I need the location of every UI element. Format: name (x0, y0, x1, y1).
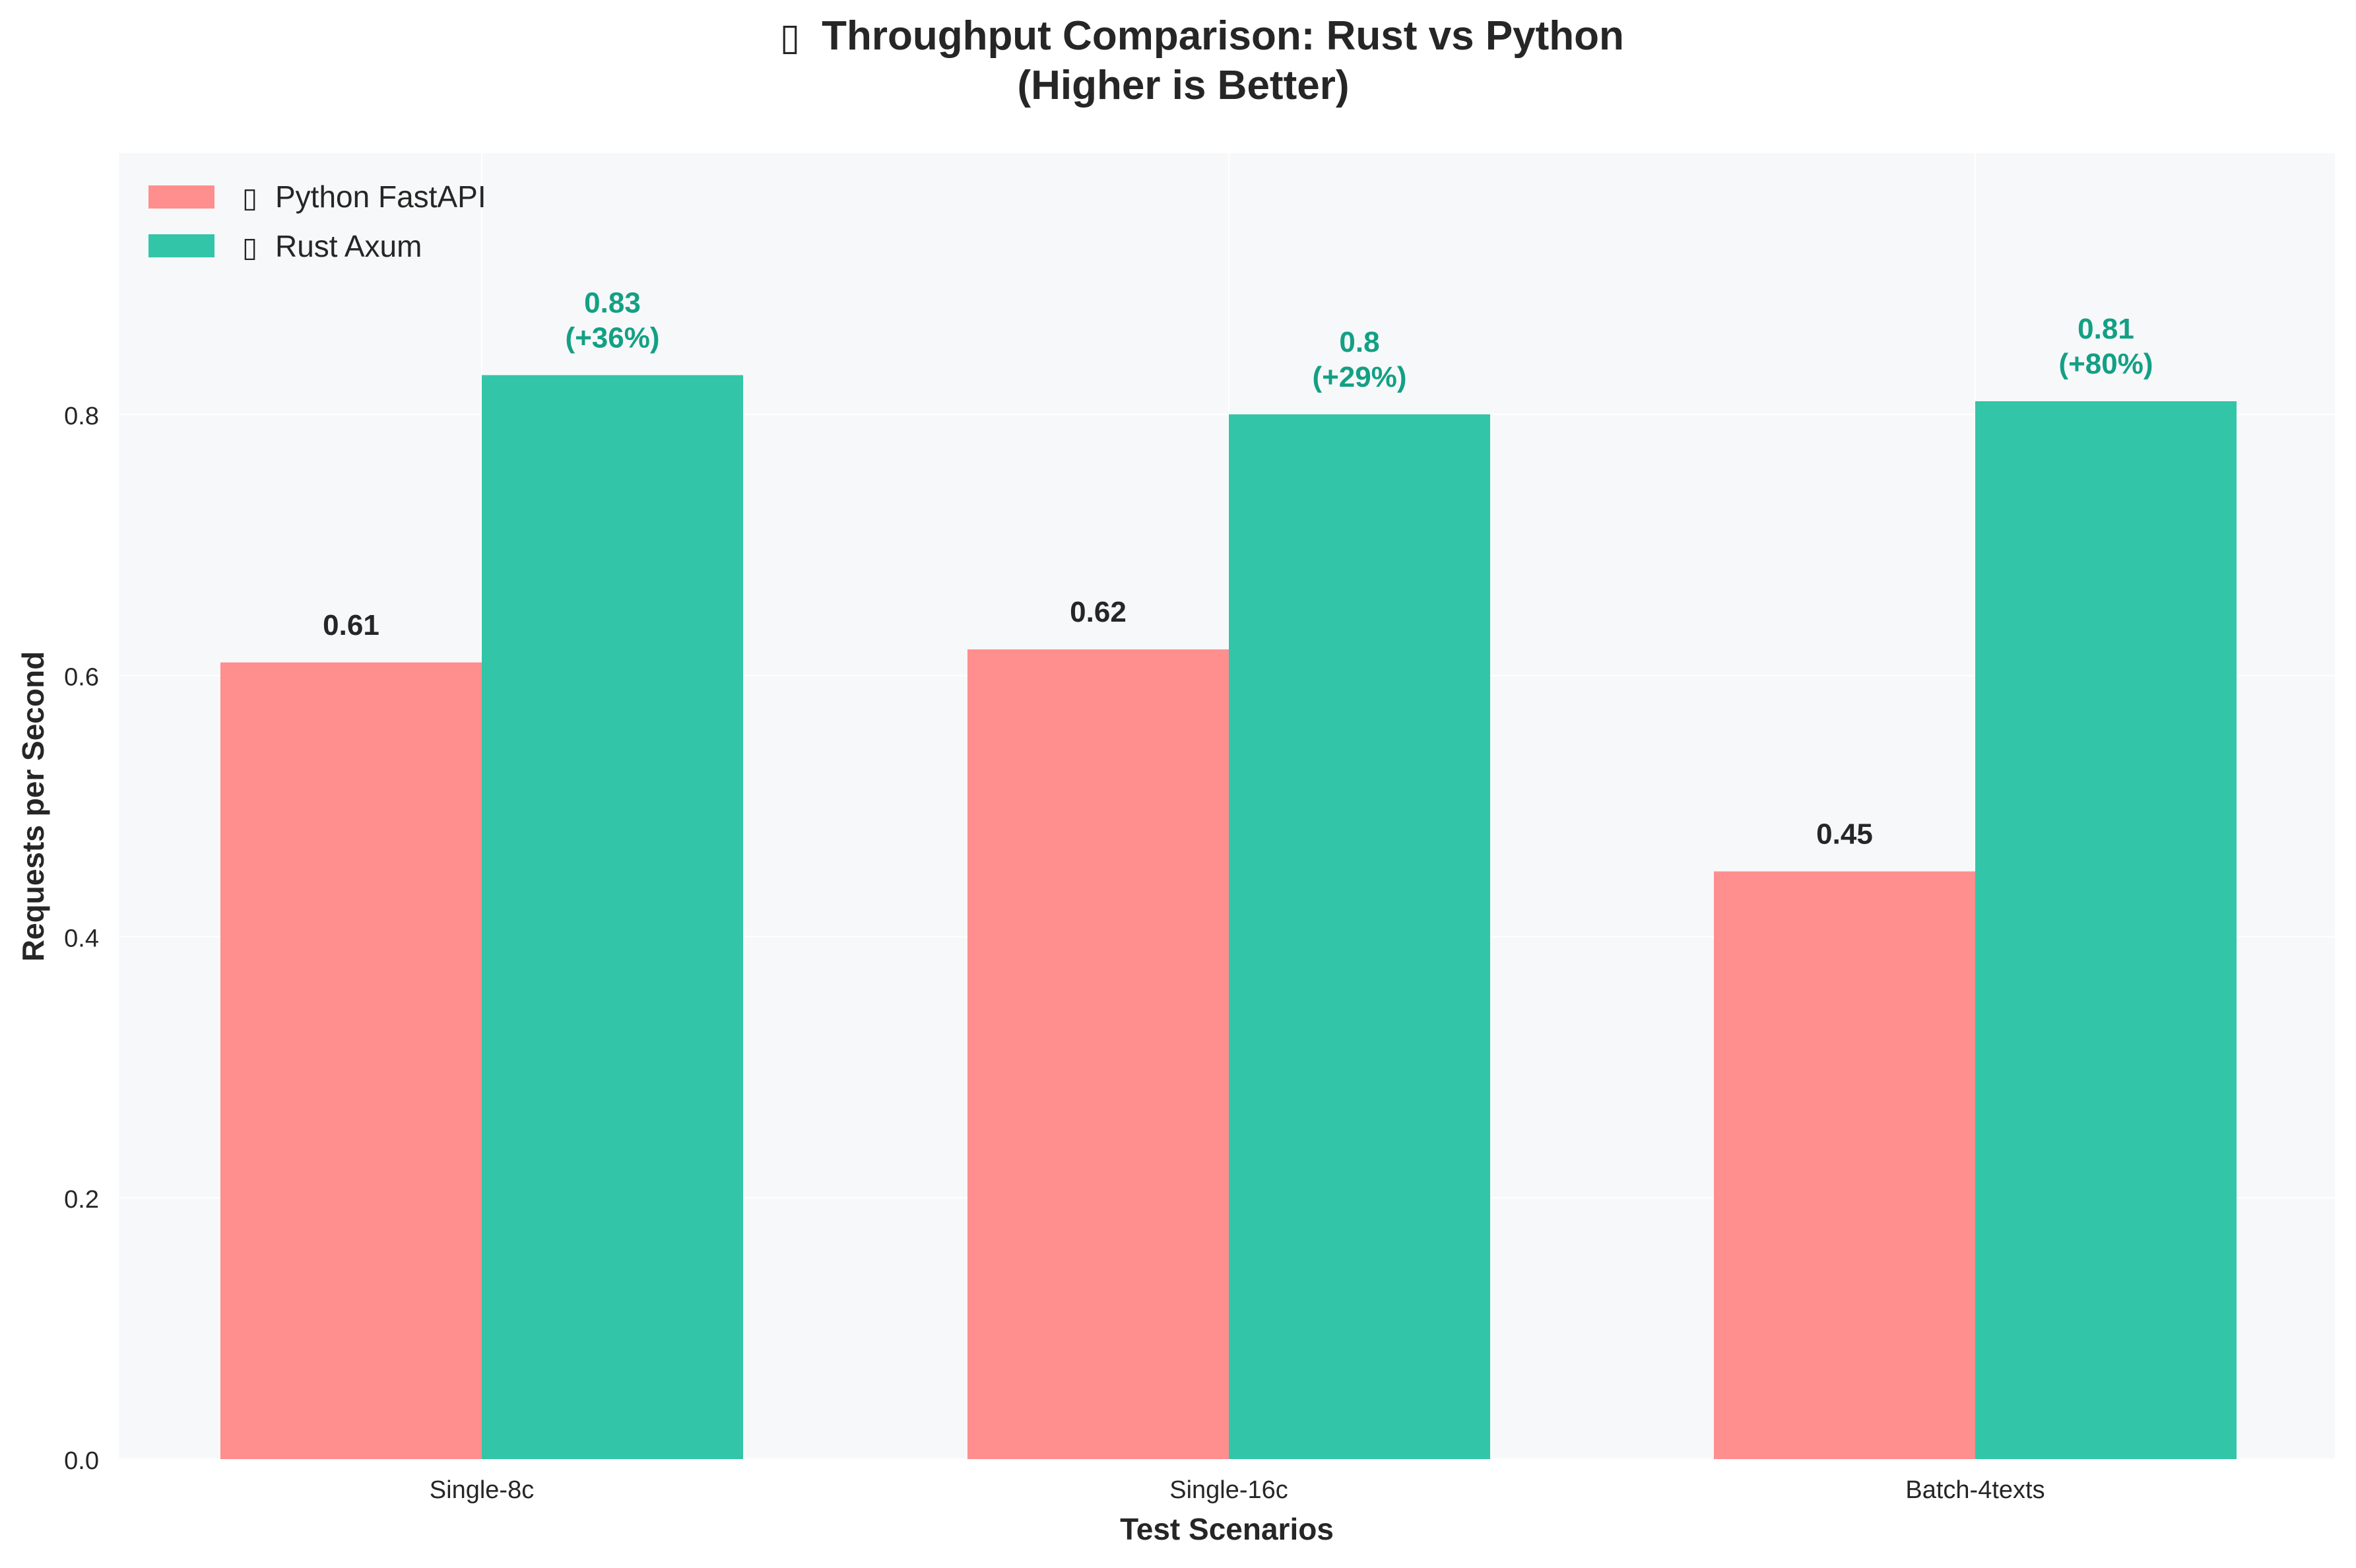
data-sublabel-rust-0: (+36%) (565, 321, 659, 354)
data-label-python-1: 0.62 (1070, 596, 1127, 628)
bar-python-1 (967, 649, 1229, 1459)
bar-python-2 (1714, 871, 1975, 1459)
bar-rust-2 (1975, 401, 2237, 1459)
rust-icon: ▯ (242, 232, 257, 263)
title-icon: ▯ (780, 16, 801, 57)
python-icon: ▯ (242, 182, 257, 213)
legend-swatch-python (148, 185, 214, 209)
data-label-python-0: 0.61 (323, 609, 379, 641)
bar-python-0 (220, 662, 482, 1459)
x-axis-label: Test Scenarios (1120, 1512, 1334, 1546)
data-label-rust-1: 0.8 (1339, 326, 1379, 358)
legend: ▯ Python FastAPI ▯ Rust Axum (148, 180, 486, 263)
y-tick-label: 0.0 (64, 1447, 99, 1475)
data-sublabel-rust-2: (+80%) (2058, 348, 2153, 380)
data-label-python-2: 0.45 (1816, 818, 1873, 850)
y-tick-label: 0.2 (64, 1186, 99, 1214)
data-labels: 0.61 0.62 0.45 0.83(+36%) 0.8(+29%) 0.81(+80%… (323, 286, 2153, 850)
x-tick-label: Batch-4texts (1905, 1476, 2045, 1504)
y-axis-label: Requests per Second (16, 651, 50, 962)
y-tick-label: 0.4 (64, 925, 99, 952)
chart-title-line1: Throughput Comparison: Rust vs Python (822, 13, 1624, 59)
x-tick-label: Single-16c (1169, 1476, 1288, 1504)
bar-rust-1 (1229, 414, 1490, 1459)
data-label-rust-0: 0.83 (584, 286, 641, 319)
y-tick-label: 0.8 (64, 403, 99, 430)
x-tick-label: Single-8c (430, 1476, 534, 1504)
legend-label-rust: Rust Axum (275, 229, 422, 263)
legend-swatch-rust (148, 234, 214, 257)
data-sublabel-rust-1: (+29%) (1312, 361, 1406, 393)
y-tick-label: 0.6 (64, 664, 99, 692)
data-label-rust-2: 0.81 (2078, 313, 2134, 345)
legend-label-python: Python FastAPI (275, 180, 486, 214)
bars (220, 375, 2237, 1460)
bar-rust-0 (482, 375, 743, 1460)
y-axis-ticks: 0.0 0.2 0.4 0.6 0.8 (64, 403, 99, 1475)
chart-title-line2: (Higher is Better) (1018, 63, 1350, 108)
x-axis-ticks: Single-8c Single-16c Batch-4texts (430, 1476, 2045, 1504)
